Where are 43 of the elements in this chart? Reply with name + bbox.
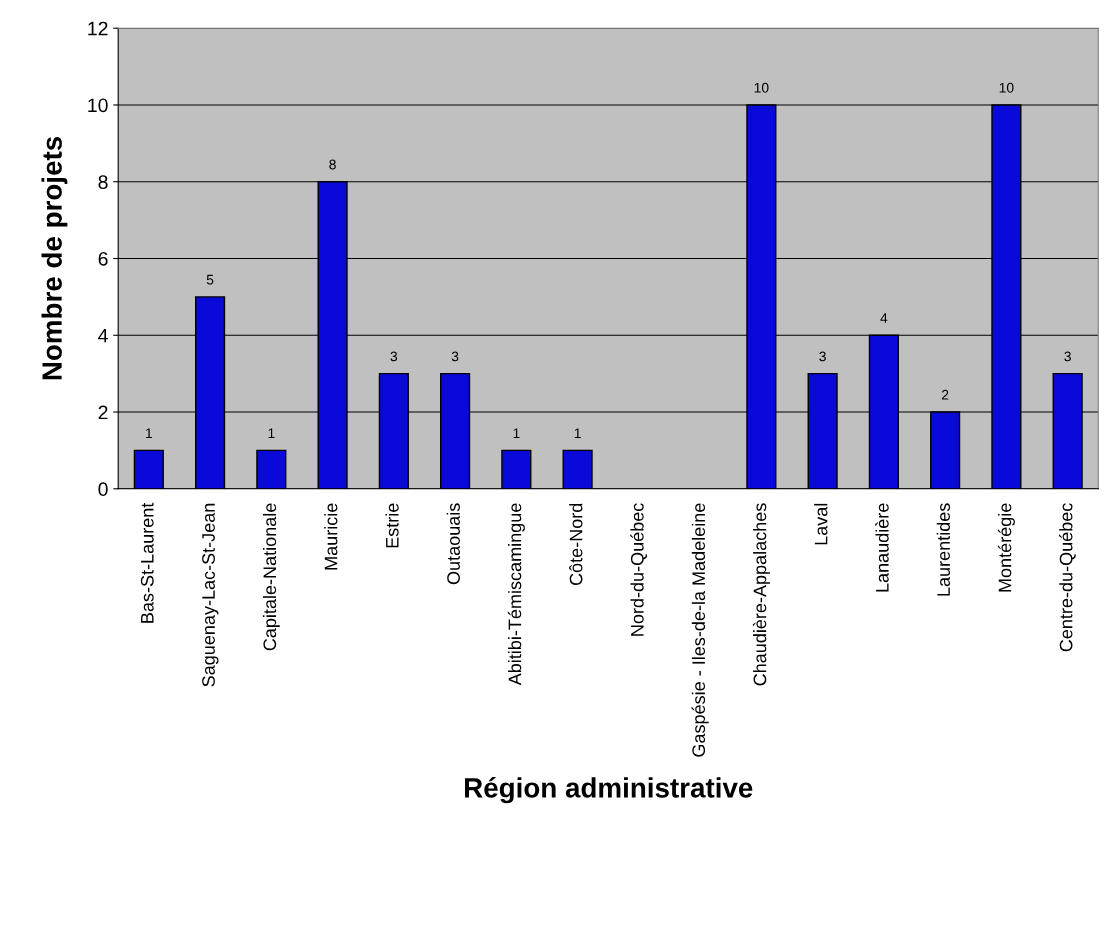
x-tick-label: Centre-du-Québec <box>1059 503 1076 652</box>
y-tick-label: 10 <box>88 98 108 113</box>
y-axis-title: Nombre de projets <box>41 136 68 380</box>
data-label: 3 <box>390 351 398 362</box>
x-tick-label: Estrie <box>385 503 399 548</box>
bar <box>501 449 532 489</box>
x-tick-label: Gaspésie - Iles-de-la Madeleine <box>691 503 709 757</box>
data-label: 5 <box>206 274 214 285</box>
x-tick-label: Abitibi-Témiscamingue <box>507 503 525 686</box>
x-tick-label: Côte-Nord <box>569 503 583 586</box>
y-tick-label: 2 <box>98 405 108 420</box>
data-label: 10 <box>999 82 1014 93</box>
y-tick-label: 4 <box>98 328 108 343</box>
x-tick-label: Saguenay-Lac-St-Jean <box>202 503 219 687</box>
data-label: 10 <box>754 82 769 93</box>
bar <box>133 449 164 489</box>
bar <box>562 449 593 489</box>
data-label: 3 <box>1064 351 1071 362</box>
data-label: 2 <box>941 389 949 400</box>
data-label: 1 <box>513 428 520 438</box>
data-label: 3 <box>819 351 826 362</box>
x-tick-label: Montérégie <box>997 503 1015 592</box>
x-tick-label: Chaudière-Appalaches <box>752 503 770 686</box>
y-tick-label: 8 <box>98 175 108 189</box>
x-tick-label: Laurentides <box>936 503 950 596</box>
data-label: 3 <box>451 351 459 362</box>
data-label: 1 <box>268 428 275 438</box>
x-tick-label: Laval <box>814 503 828 545</box>
x-axis-title: Région administrative <box>465 777 753 804</box>
x-tick-label: Bas-St-Laurent <box>140 502 154 623</box>
x-tick-label: Lanaudière <box>875 503 889 592</box>
y-tick-label: 12 <box>88 21 108 36</box>
y-tick-label: 6 <box>98 251 108 266</box>
x-tick-label: Mauricie <box>324 503 338 570</box>
y-tick-label: 0 <box>98 482 108 497</box>
x-tick-label: Outaouais <box>446 503 460 585</box>
data-label: 8 <box>329 159 336 170</box>
data-label: 4 <box>880 313 888 323</box>
data-label: 1 <box>574 428 581 438</box>
bar <box>256 449 287 489</box>
x-tick-label: Nord-du-Québec <box>630 503 647 636</box>
data-label: 1 <box>146 428 152 438</box>
x-tick-label: Capitale-Nationale <box>262 503 280 651</box>
